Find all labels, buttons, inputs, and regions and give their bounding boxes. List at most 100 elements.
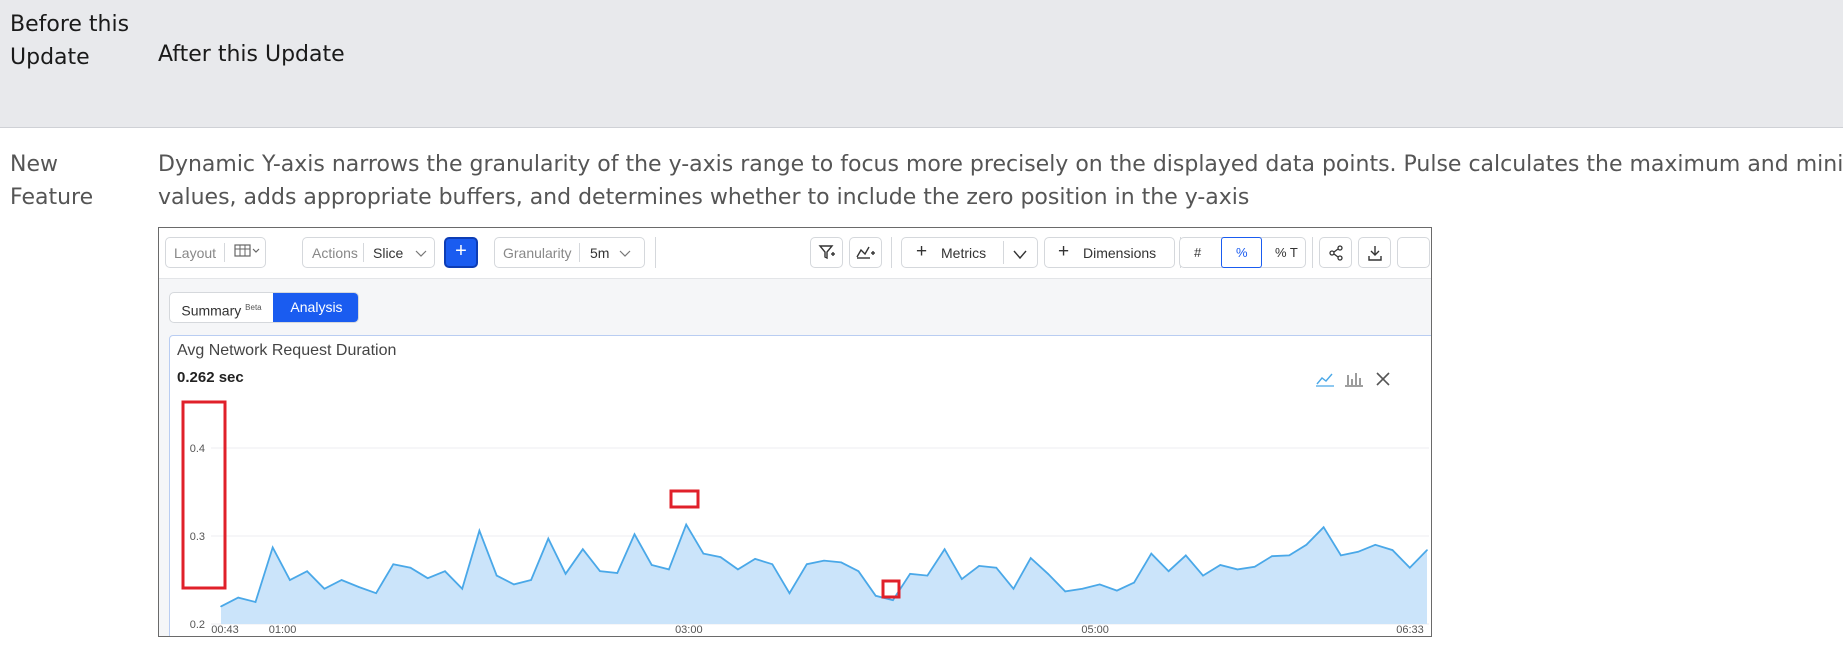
bar-chart-icon[interactable] <box>1344 370 1364 393</box>
x-tick-label: 00:43 <box>211 624 239 636</box>
data-point <box>1340 554 1342 557</box>
y-tick-label: 0.4 <box>190 443 205 455</box>
data-point <box>1133 581 1135 584</box>
granularity-value: 5m <box>590 245 610 261</box>
data-point <box>599 570 601 572</box>
data-point <box>444 570 446 572</box>
data-point <box>805 563 808 565</box>
layout-label: Layout <box>174 245 217 261</box>
feature-description-line-2: values, adds appropriate buffers, and de… <box>158 185 1250 210</box>
data-point <box>409 566 412 569</box>
data-point <box>1150 552 1153 555</box>
data-point <box>1408 566 1411 569</box>
data-point <box>1374 544 1377 546</box>
percent-total-toggle[interactable]: % T <box>1275 245 1298 260</box>
data-point <box>978 565 980 567</box>
dimensions-label: Dimensions <box>1083 245 1157 261</box>
tab-analysis[interactable]: Analysis <box>273 293 358 322</box>
granularity-selector[interactable]: Granularity 5m <box>494 237 645 268</box>
table-header-row: Before this Update After this Update <box>0 0 1843 128</box>
anomaly-button[interactable] <box>849 237 882 268</box>
beta-badge: Beta <box>245 303 262 312</box>
metrics-label: Metrics <box>941 245 987 261</box>
data-point <box>289 579 291 581</box>
line-chart-icon[interactable] <box>1315 370 1335 393</box>
view-tabs: Summary Beta Analysis <box>169 292 359 323</box>
data-point <box>840 561 843 564</box>
data-point <box>547 537 550 540</box>
data-point <box>1081 588 1084 590</box>
download-button[interactable] <box>1358 237 1391 268</box>
data-point <box>961 578 963 580</box>
data-point <box>461 588 464 590</box>
close-icon[interactable] <box>1375 370 1391 393</box>
data-point <box>1219 564 1222 566</box>
data-point <box>1098 583 1101 586</box>
chevron-down-icon[interactable] <box>1013 247 1027 263</box>
granularity-label: Granularity <box>503 245 572 261</box>
data-point <box>633 533 636 536</box>
tab-summary[interactable]: Summary Beta <box>170 293 273 322</box>
add-slice-button[interactable]: + <box>444 237 478 268</box>
series-area <box>221 524 1427 624</box>
data-point <box>1253 566 1256 568</box>
data-point <box>909 573 911 575</box>
tab-summary-label: Summary <box>181 302 242 319</box>
data-point <box>616 572 619 574</box>
share-button[interactable] <box>1319 237 1352 268</box>
data-point <box>926 574 929 577</box>
percent-toggle[interactable]: % <box>1236 245 1248 260</box>
data-point <box>1202 574 1204 577</box>
data-point <box>1029 557 1032 559</box>
data-point <box>874 595 877 597</box>
filter-add-button[interactable] <box>810 237 843 268</box>
data-point <box>1271 555 1273 558</box>
actions-group[interactable]: Actions Slice <box>302 237 435 268</box>
feature-description-line-1: Dynamic Y-axis narrows the granularity o… <box>158 152 1843 177</box>
data-point <box>719 556 722 558</box>
card-actions <box>1315 370 1431 393</box>
data-point <box>1426 549 1428 551</box>
plus-icon: + <box>916 241 928 262</box>
data-point <box>306 570 308 572</box>
data-point <box>1288 554 1290 557</box>
data-point <box>564 573 567 575</box>
data-point <box>375 592 377 594</box>
metrics-button[interactable]: + Metrics <box>901 237 1038 268</box>
more-options-button[interactable] <box>1397 237 1430 268</box>
data-point <box>1322 526 1325 528</box>
data-point <box>513 583 515 586</box>
data-point <box>1167 570 1170 572</box>
data-point <box>788 592 791 594</box>
toolbar: Layout Actions Slice + Granularity 5m <box>159 228 1431 279</box>
data-point <box>737 568 739 571</box>
data-point <box>1185 554 1187 557</box>
max-point-highlight-box <box>669 489 700 509</box>
data-point <box>271 546 274 549</box>
data-point <box>1236 568 1239 571</box>
data-point <box>426 577 429 580</box>
y-tick-label: 0.3 <box>190 531 205 543</box>
download-icon <box>1367 246 1382 261</box>
data-point <box>237 596 240 599</box>
row-label-new-feature: New Feature <box>10 152 94 210</box>
chevron-down-icon <box>415 246 427 262</box>
x-tick-label: 03:00 <box>675 624 703 636</box>
dimensions-button[interactable]: + Dimensions <box>1044 237 1175 268</box>
data-point <box>392 563 395 565</box>
data-point <box>1012 588 1015 590</box>
data-point <box>340 579 343 581</box>
actions-label: Actions <box>312 245 358 261</box>
slice-dropdown[interactable]: Slice <box>373 245 404 261</box>
y-axis-highlight-box <box>181 400 227 590</box>
data-point <box>582 548 584 550</box>
data-point <box>1116 589 1118 592</box>
grid-layout-icon <box>234 244 262 263</box>
y-tick-label: 0.2 <box>190 619 205 631</box>
layout-selector[interactable]: Layout <box>165 237 266 268</box>
x-tick-label: 01:00 <box>269 624 297 636</box>
data-point <box>771 563 774 565</box>
card-current-value: 0.262 sec <box>177 369 244 386</box>
data-point <box>668 568 670 571</box>
count-toggle[interactable]: # <box>1194 245 1202 260</box>
